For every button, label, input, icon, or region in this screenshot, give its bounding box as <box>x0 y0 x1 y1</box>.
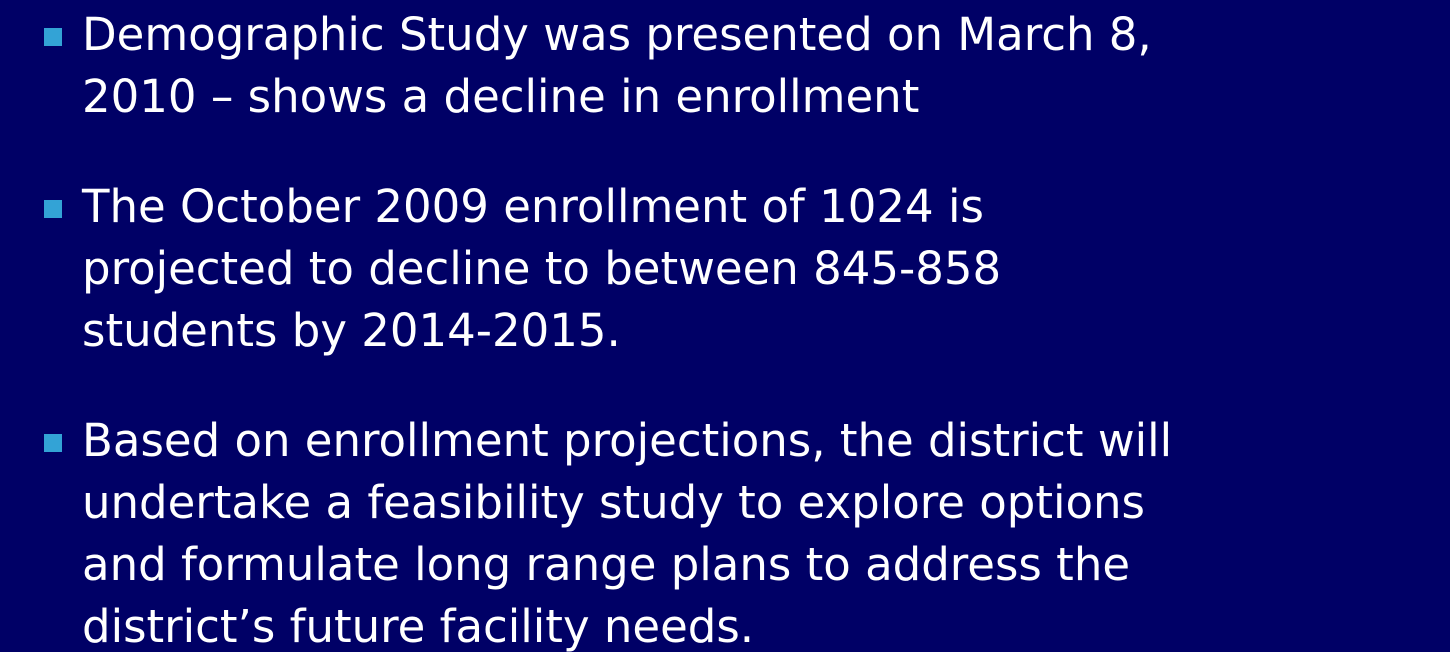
bullet-text: district’s future facility needs. <box>82 600 755 652</box>
bullet-text: and formulate long range plans to addres… <box>82 538 1131 591</box>
bullet-marker <box>44 28 62 46</box>
bullet-text: Demographic Study was presented on March… <box>82 8 1152 61</box>
bullet-item: The October 2009 enrollment of 1024 is pr… <box>0 176 1450 362</box>
bullet-item: Demographic Study was presented on March… <box>0 4 1450 128</box>
bullet-marker <box>44 434 62 452</box>
bullet-text: Based on enrollment projections, the dis… <box>82 414 1173 467</box>
bullet-text: The October 2009 enrollment of 1024 is <box>82 180 984 233</box>
bullet-text: 2010 – shows a decline in enrollment <box>82 70 920 123</box>
bullet-text: undertake a feasibility study to explore… <box>82 476 1145 529</box>
bullet-text: projected to decline to between 845-858 <box>82 242 1002 295</box>
bullet-marker <box>44 200 62 218</box>
bullet-item: Based on enrollment projections, the dis… <box>0 410 1450 652</box>
bullet-text: students by 2014-2015. <box>82 304 621 357</box>
